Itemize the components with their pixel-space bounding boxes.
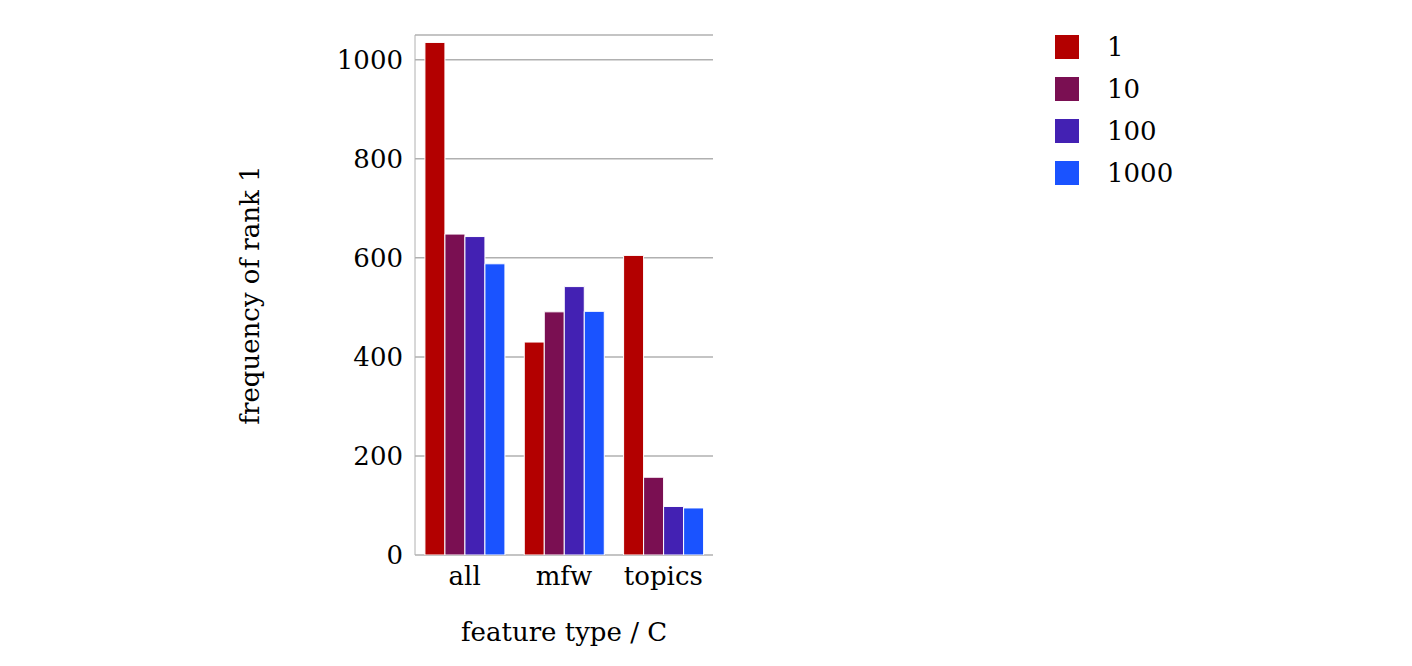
svg-text:topics: topics [624, 561, 703, 591]
svg-text:800: 800 [353, 144, 403, 174]
svg-text:0: 0 [386, 540, 403, 570]
html-text:10: 10 [1107, 74, 1141, 104]
svg-text:feature type / C: feature type / C [461, 617, 667, 647]
svg-text:all: all [449, 561, 481, 591]
svg-text:1000: 1000 [337, 45, 403, 75]
html-text:1: 1 [1107, 32, 1124, 62]
svg-text:400: 400 [353, 342, 403, 372]
svg-text:200: 200 [353, 441, 403, 471]
svg-text:mfw: mfw [536, 561, 593, 591]
svg-text:frequency of rank 1: frequency of rank 1 [235, 165, 265, 424]
html-text:100: 100 [1107, 116, 1157, 146]
svg-text:600: 600 [353, 243, 403, 273]
html-text:1000: 1000 [1107, 158, 1174, 188]
